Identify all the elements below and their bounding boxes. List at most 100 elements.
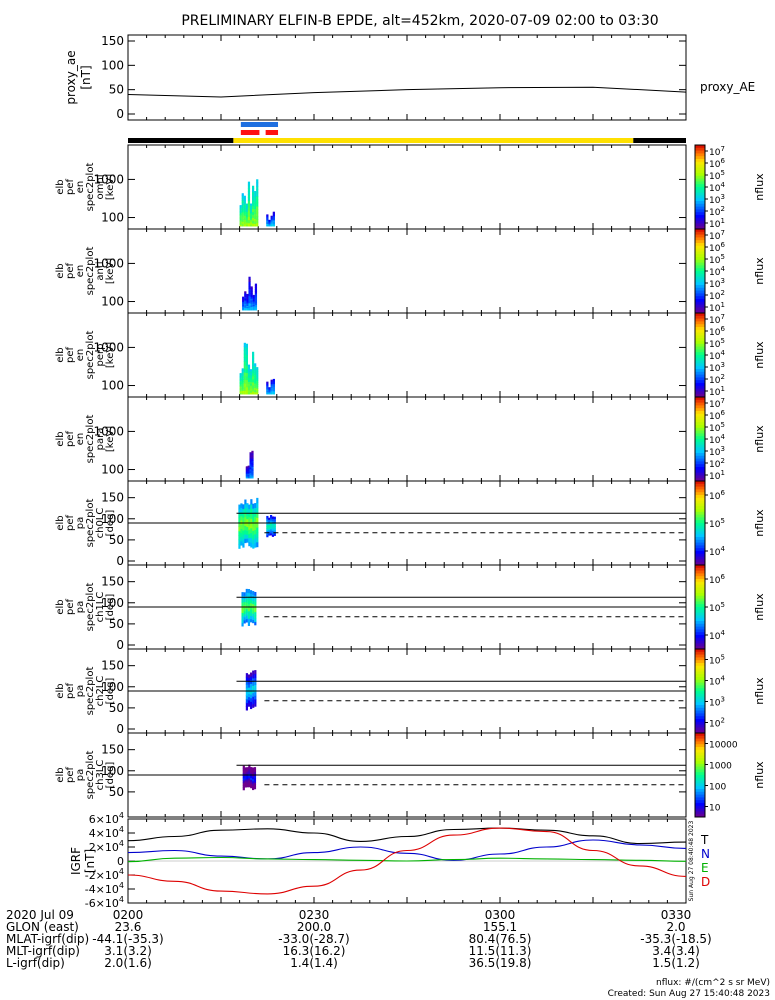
para-spectrogram-cell bbox=[245, 472, 248, 475]
ch0LC-colorbar-cell bbox=[695, 509, 705, 513]
ch1LC-pitch-angle-cell bbox=[247, 621, 251, 626]
omni-spectrogram-cell bbox=[241, 202, 244, 206]
ch0LC-pitch-angle-cell bbox=[269, 526, 273, 530]
perp-spectrogram-cell bbox=[266, 391, 269, 393]
perp-spectrogram-cell bbox=[272, 383, 275, 385]
omni-spectrogram-cell bbox=[266, 221, 269, 223]
perp-spectrogram-cell bbox=[239, 379, 242, 382]
ch1LC-pitch-angle-cell bbox=[249, 590, 253, 594]
anti-spectrogram-cell bbox=[254, 296, 258, 300]
ch2LC-colorbar-cell bbox=[695, 705, 705, 709]
ch1LC-pitch-angle-cell bbox=[249, 606, 253, 610]
ch2LC-colorbar-cell bbox=[695, 651, 705, 656]
perp-spectrogram-cell bbox=[266, 389, 269, 391]
perp-spectrogram-cell bbox=[245, 390, 248, 395]
ephemeris-value: 11.5(11.3) bbox=[469, 944, 532, 958]
ch2LC-colorbar-cell bbox=[695, 721, 705, 726]
ch3LC-pitch-angle-cell bbox=[248, 780, 251, 783]
anti-spectrogram-cell bbox=[242, 300, 245, 302]
proxy-ae-panel: 0 50 100 150 proxy_ae [nT] proxy_AE bbox=[64, 34, 755, 121]
ch3LC-pitch-angle-cell bbox=[244, 777, 247, 780]
anti-spectrogram-cell bbox=[246, 304, 249, 306]
anti-spectrogram-cell bbox=[252, 302, 255, 305]
omni-spectrogram-cell bbox=[252, 202, 255, 207]
ch0LC-pitch-angle-cell bbox=[266, 532, 269, 536]
ephemeris-value: 16.3(16.2) bbox=[283, 944, 346, 958]
ch3LC-pitch-angle-cell bbox=[253, 784, 257, 788]
igrf-legend-n: N bbox=[701, 847, 710, 861]
ch0LC-pitch-angle-cell bbox=[266, 524, 269, 527]
omni-spectrogram-cell bbox=[270, 215, 273, 217]
ch0LC-colorbar-cell bbox=[695, 492, 705, 496]
para-spectrogram-cell bbox=[251, 476, 254, 479]
ch3LC-ylabel-word: pa bbox=[75, 769, 86, 781]
ch3LC-colorbar-cell bbox=[695, 800, 705, 804]
ch3LC-colorbar-cell bbox=[695, 763, 705, 768]
igrf-legend-d: D bbox=[701, 875, 710, 889]
para-spectrogram-cell bbox=[251, 464, 254, 467]
perp-colorbar-cell bbox=[695, 369, 705, 373]
anti-spectrogram-cell bbox=[254, 308, 258, 311]
ch3LC-pitch-angle-cell bbox=[252, 780, 255, 784]
para-spectrogram-cell bbox=[249, 454, 252, 457]
omni-colorbar-cell bbox=[695, 206, 705, 210]
anti-spectrogram-cell bbox=[242, 307, 245, 309]
perp-spectrogram-cell bbox=[254, 376, 257, 380]
ephemeris-value: 2.0(1.6) bbox=[104, 956, 152, 970]
perp-spectrogram-cell bbox=[266, 381, 269, 384]
omni-colorbar-cell bbox=[695, 184, 705, 188]
anti-spectrogram-cell bbox=[250, 289, 253, 292]
ch0LC-colorbar-cell bbox=[695, 545, 705, 549]
ch0LC-pitch-angle-cell bbox=[250, 527, 253, 534]
ch2LC-colorbar-cell bbox=[695, 654, 705, 658]
para-ytick-label: 1000 bbox=[93, 424, 124, 438]
ch0LC-pitch-angle-cell bbox=[242, 542, 245, 548]
omni-spectrogram-cell bbox=[256, 195, 259, 200]
anti-ylabel-word: en bbox=[75, 265, 86, 278]
omni-spectrogram-cell bbox=[249, 222, 253, 225]
anti-colorbar-cell bbox=[695, 304, 705, 308]
science-zone-red bbox=[240, 130, 260, 135]
anti-spectrogram-cell bbox=[254, 306, 258, 309]
perp-colorbar-label: 101 bbox=[709, 385, 725, 398]
ch2LC-pitch-angle-cell bbox=[254, 677, 257, 682]
anti-spectrogram-cell bbox=[244, 303, 247, 306]
omni-ytick-label: 100 bbox=[101, 211, 124, 225]
omni-spectrogram-cell bbox=[247, 197, 251, 202]
omni-spectrogram-cell bbox=[249, 205, 253, 208]
ch3LC-colorbar-cell bbox=[695, 814, 705, 818]
ch3LC-ylabel-word: [deg] bbox=[105, 762, 116, 789]
ch0LC-pitch-angle-panel: 0 50 100 150 elb pef pa spec2plot ch0LC [deg] 104 1… bbox=[55, 480, 766, 568]
omni-spectrogram-cell bbox=[266, 216, 269, 219]
anti-ylabel-word: spec2plot bbox=[85, 247, 96, 296]
perp-colorbar-label: 107 bbox=[709, 313, 725, 326]
anti-spectrogram-cell bbox=[250, 293, 253, 296]
ch2LC-pitch-angle-cell bbox=[245, 687, 248, 693]
ch3LC-pitch-angle-cell bbox=[250, 771, 253, 774]
omni-spectrogram-cell bbox=[243, 213, 246, 216]
ch2LC-ylabel-word: elb bbox=[55, 683, 66, 698]
ch0LC-pitch-angle-cell bbox=[248, 525, 251, 530]
ch0LC-pitch-angle-cell bbox=[254, 516, 257, 522]
ch3LC-ylabel-word: spec2plot bbox=[85, 751, 96, 800]
ch0LC-pitch-angle-cell bbox=[252, 517, 255, 522]
para-colorbar-cell bbox=[695, 444, 705, 448]
ch0LC-ylabel-word: spec2plot bbox=[85, 499, 96, 548]
ch0LC-pitch-angle-cell bbox=[266, 515, 269, 519]
anti-colorbar-cell bbox=[695, 285, 705, 289]
ch1LC-pitch-angle-cell bbox=[247, 589, 251, 594]
perp-colorbar-cell bbox=[695, 346, 705, 350]
omni-spectrogram-cell bbox=[243, 208, 246, 212]
ch1LC-pitch-angle-cell bbox=[247, 610, 251, 616]
omni-colorbar-cell bbox=[695, 220, 705, 224]
para-colorbar-label: 104 bbox=[709, 433, 725, 446]
anti-colorbar-cell bbox=[695, 268, 705, 272]
ch3LC-ytick-label: 50 bbox=[109, 785, 124, 799]
perp-spectrogram-cell bbox=[241, 382, 244, 386]
perp-spectrogram-cell bbox=[270, 386, 273, 389]
perp-spectrogram-cell bbox=[239, 373, 242, 376]
ch0LC-pitch-angle-cell bbox=[271, 516, 275, 519]
ch2LC-colorbar-cell bbox=[695, 665, 705, 670]
para-colorbar-cell bbox=[695, 461, 705, 465]
ch0LC-pitch-angle-cell bbox=[273, 527, 276, 531]
